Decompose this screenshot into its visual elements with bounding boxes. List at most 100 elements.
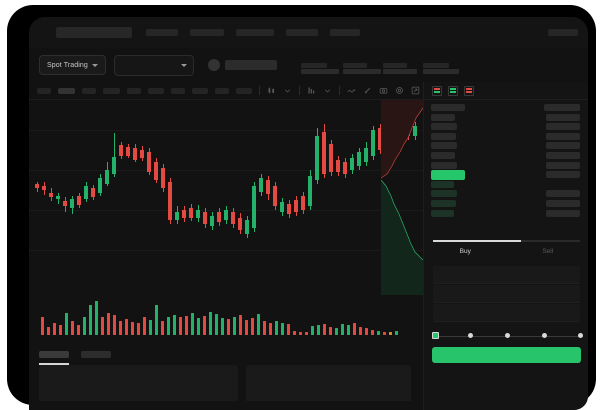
timeframe-10[interactable]: [236, 88, 252, 94]
app-screen: Spot Trading: [29, 17, 588, 410]
volume-bar: [71, 321, 74, 335]
order-price-field[interactable]: [433, 266, 580, 284]
volume-bar: [263, 321, 266, 335]
timeframe-3[interactable]: [82, 88, 96, 94]
orderbook-rows[interactable]: [424, 100, 588, 234]
orderbook-ask-row[interactable]: [424, 133, 588, 140]
orderbook-bid-row[interactable]: [424, 181, 588, 188]
magnet-icon[interactable]: [363, 86, 372, 95]
camera-icon[interactable]: [379, 86, 388, 95]
candlestick-chart[interactable]: [29, 100, 423, 295]
percent-stop-25[interactable]: [468, 333, 473, 338]
tab-sell[interactable]: Sell: [507, 243, 589, 260]
volume-bar: [359, 327, 362, 335]
tab-open-orders[interactable]: [39, 351, 69, 358]
volume-bar: [281, 323, 284, 335]
volume-bar: [353, 323, 356, 335]
volume-bar: [89, 305, 92, 335]
nav-item-4[interactable]: [286, 29, 318, 36]
volume-bar: [269, 323, 272, 335]
stat-last-price: [301, 63, 327, 68]
percent-slider[interactable]: [432, 330, 585, 344]
volume-bar: [317, 325, 320, 335]
settings-icon[interactable]: [395, 86, 404, 95]
orderbook-view-toggles: [424, 82, 588, 100]
tab-buy-label: Buy: [460, 248, 471, 255]
chevron-down-icon[interactable]: [283, 86, 292, 95]
timeframe-9[interactable]: [215, 88, 229, 94]
volume-bar: [203, 316, 206, 335]
timeframe-7[interactable]: [171, 88, 185, 94]
orderbook-bid-row[interactable]: [424, 210, 588, 217]
orderbook-view-both-icon[interactable]: [432, 86, 442, 96]
volume-bar: [371, 330, 374, 335]
orderbook-view-bids-icon[interactable]: [448, 86, 458, 96]
chevron-down-icon[interactable]: [323, 86, 332, 95]
timeframe-8[interactable]: [192, 88, 208, 94]
timeframe-4[interactable]: [103, 88, 120, 94]
volume-bar: [167, 317, 170, 335]
nav-item-1[interactable]: [146, 29, 178, 36]
volume-bar: [227, 319, 230, 335]
fullscreen-icon[interactable]: [411, 86, 420, 95]
orderbook-ask-row[interactable]: [424, 162, 588, 169]
chevron-down-icon: [92, 64, 98, 67]
volume-bar: [347, 325, 350, 335]
timeframe-6[interactable]: [148, 88, 164, 94]
order-total-field[interactable]: [433, 304, 580, 322]
order-amount-field[interactable]: [433, 285, 580, 303]
volume-bar: [77, 325, 80, 335]
nav-item-2[interactable]: [190, 29, 224, 36]
volume-bar: [173, 315, 176, 335]
toolbar-divider: [299, 86, 300, 95]
okx-logo[interactable]: [39, 24, 56, 41]
market-type-label: Spot Trading: [47, 62, 88, 69]
orderbook-view-asks-icon[interactable]: [464, 86, 474, 96]
volume-bar: [143, 317, 146, 335]
orderbook-bid-row[interactable]: [424, 200, 588, 207]
orderbook-ask-row[interactable]: [424, 152, 588, 159]
volume-bar: [209, 312, 212, 335]
timeframe-5[interactable]: [127, 88, 141, 94]
percent-stop-75[interactable]: [542, 333, 547, 338]
volume-bar: [239, 315, 242, 335]
orderbook-bid-row[interactable]: [424, 190, 588, 197]
timeframe-1[interactable]: [37, 88, 51, 94]
bottom-panel-left[interactable]: [39, 365, 238, 401]
indicator-icon[interactable]: [307, 86, 316, 95]
bottom-panel-right[interactable]: [246, 365, 411, 401]
trading-pair-select[interactable]: [114, 55, 194, 76]
volume-bar: [107, 313, 110, 335]
candlestick-type-icon[interactable]: [267, 86, 276, 95]
line-chart-icon[interactable]: [347, 86, 356, 95]
orderbook-ask-row[interactable]: [424, 142, 588, 149]
volume-bar: [47, 327, 50, 335]
volume-bar: [329, 327, 332, 335]
bottom-panels: [29, 365, 423, 401]
volume-bar: [221, 318, 224, 335]
stat-24h-change: [343, 63, 367, 68]
percent-stop-100[interactable]: [578, 333, 583, 338]
nav-item-account[interactable]: [548, 29, 578, 36]
market-type-dropdown[interactable]: Spot Trading: [39, 55, 106, 75]
orderbook-ask-row[interactable]: [424, 123, 588, 130]
volume-bar: [53, 323, 56, 335]
search-input[interactable]: [56, 27, 132, 38]
orderbook-ask-row[interactable]: [424, 114, 588, 121]
submit-buy-button[interactable]: [432, 347, 581, 363]
tab-buy[interactable]: Buy: [424, 243, 507, 260]
percent-stop-50[interactable]: [505, 333, 510, 338]
orderbook-header-row: [424, 104, 588, 111]
volume-bar: [377, 331, 380, 335]
nav-item-3[interactable]: [236, 29, 274, 36]
nav-item-5[interactable]: [330, 29, 360, 36]
tab-order-history[interactable]: [81, 351, 111, 358]
volume-bar: [383, 332, 386, 335]
timeframe-2-active[interactable]: [58, 88, 75, 94]
percent-slider-handle[interactable]: [432, 332, 439, 339]
market-subbar: Spot Trading: [29, 48, 588, 82]
volume-bar: [137, 323, 140, 335]
volume-bar: [341, 324, 344, 335]
orderbook-depth-scrollbar[interactable]: [433, 239, 580, 243]
